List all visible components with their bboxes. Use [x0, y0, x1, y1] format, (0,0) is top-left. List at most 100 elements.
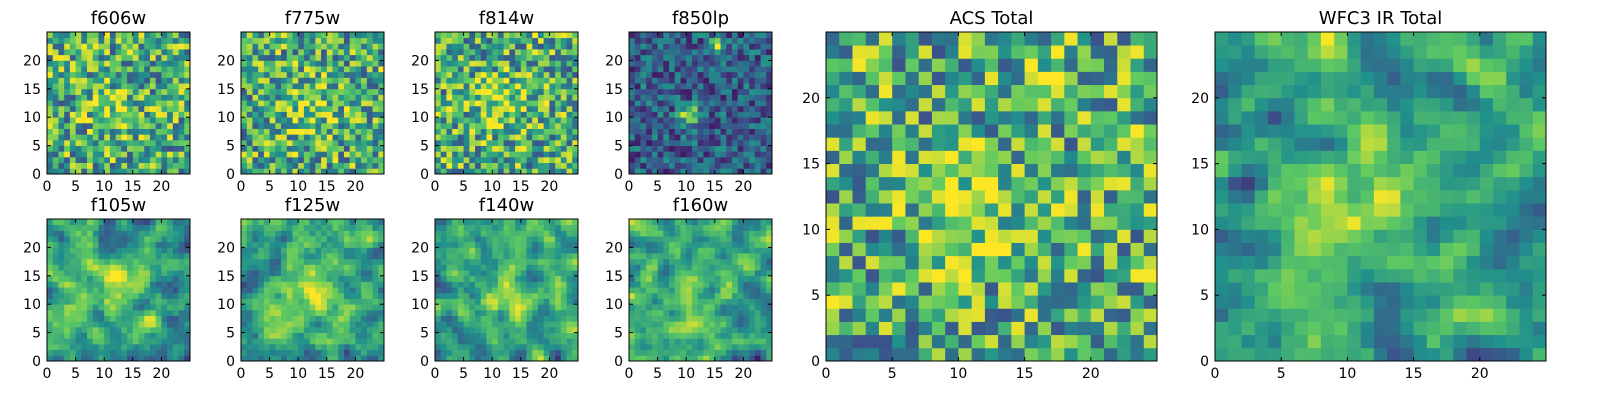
heatmap-cell	[121, 309, 128, 316]
heatmap-cell	[726, 281, 733, 288]
heatmap-cell	[315, 88, 322, 95]
heatmap-cell	[121, 122, 128, 129]
heatmap-cell	[697, 139, 704, 146]
heatmap-cell	[321, 292, 328, 299]
heatmap-cell	[326, 270, 333, 277]
x-tick-label: 10	[289, 366, 307, 382]
heatmap-cell	[555, 304, 562, 311]
heatmap-cell	[634, 134, 641, 141]
heatmap-cell	[503, 275, 510, 282]
heatmap-cell	[355, 162, 362, 169]
heatmap-cell	[749, 287, 756, 294]
heatmap-cell	[81, 168, 88, 175]
heatmap-cell	[241, 275, 248, 282]
heatmap-cell	[167, 162, 174, 169]
heatmap-cell	[184, 54, 191, 61]
heatmap-cell	[634, 54, 641, 61]
heatmap-cell	[309, 304, 316, 311]
heatmap-cell	[572, 253, 579, 260]
x-tick-label: 15	[512, 179, 530, 195]
heatmap-cell	[674, 343, 681, 351]
heatmap-cell	[509, 100, 516, 107]
heatmap-cell	[509, 230, 516, 237]
heatmap-cell	[184, 111, 191, 118]
heatmap-cell	[326, 60, 333, 67]
heatmap-cell	[303, 54, 311, 61]
heatmap-cell	[754, 83, 761, 90]
heatmap-cell	[726, 60, 733, 67]
heatmap-cell	[646, 355, 653, 362]
heatmap-cell	[69, 292, 76, 299]
heatmap-cell	[378, 287, 385, 294]
heatmap-cell	[127, 139, 134, 146]
heatmap-cell	[640, 326, 647, 333]
heatmap-cell	[720, 100, 727, 107]
heatmap-cell	[172, 326, 179, 333]
heatmap-cell	[161, 253, 168, 260]
heatmap-cell	[366, 270, 373, 277]
heatmap-cell	[81, 304, 88, 311]
heatmap-cell	[674, 292, 681, 299]
heatmap-cell	[714, 156, 721, 164]
heatmap-cell	[87, 287, 94, 294]
heatmap-cell	[440, 122, 447, 129]
heatmap-cell	[87, 326, 94, 333]
heatmap-cell	[543, 304, 550, 311]
heatmap-cell	[361, 100, 368, 107]
heatmap-cell	[258, 168, 265, 175]
heatmap-cell	[286, 100, 293, 107]
heatmap-cell	[132, 349, 139, 356]
heatmap-cell	[355, 156, 362, 164]
heatmap-cell	[537, 275, 545, 282]
heatmap-cell	[463, 88, 470, 95]
heatmap-cell	[269, 292, 276, 299]
heatmap-cell	[469, 117, 476, 124]
heatmap-cell	[543, 236, 550, 243]
heatmap-cell	[543, 156, 550, 164]
heatmap-cell	[315, 355, 322, 362]
heatmap-cell	[555, 66, 562, 73]
heatmap-cell	[457, 326, 464, 333]
heatmap-cell	[486, 37, 493, 44]
heatmap-cell	[75, 66, 82, 73]
heatmap-cell	[435, 241, 442, 248]
heatmap-cell	[138, 247, 145, 254]
heatmap-cell	[115, 77, 122, 84]
heatmap-cell	[366, 338, 373, 345]
heatmap-cell	[178, 145, 185, 152]
heatmap-cell	[720, 332, 727, 339]
heatmap-cell	[566, 236, 573, 243]
heatmap-cell	[526, 264, 533, 271]
heatmap-cell	[263, 292, 270, 299]
heatmap-cell	[87, 156, 94, 164]
heatmap-cell	[663, 139, 670, 146]
heatmap-cell	[298, 332, 305, 339]
heatmap-cell	[75, 253, 82, 260]
heatmap-cell	[69, 219, 76, 226]
heatmap-cell	[58, 105, 65, 112]
heatmap-cell	[435, 281, 442, 288]
heatmap-cell	[286, 37, 293, 44]
heatmap-cell	[172, 83, 179, 90]
heatmap-cell	[292, 321, 299, 328]
heatmap-cell	[537, 94, 545, 101]
heatmap-cell	[252, 326, 259, 333]
heatmap-cell	[515, 219, 522, 226]
x-tick-label: 15	[512, 366, 530, 382]
heatmap-cell	[691, 156, 699, 164]
heatmap-cell	[766, 60, 773, 67]
heatmap-cell	[87, 241, 94, 248]
heatmap-cell	[309, 338, 316, 345]
heatmap-cell	[98, 117, 105, 124]
heatmap-cell	[246, 298, 253, 305]
heatmap-cell	[457, 315, 464, 322]
heatmap-cell	[555, 94, 562, 101]
heatmap-cell	[161, 270, 168, 277]
heatmap-cell	[446, 128, 453, 135]
heatmap-cell	[452, 298, 459, 305]
heatmap-cell	[503, 309, 510, 316]
heatmap-cell	[674, 287, 681, 294]
heatmap-cell	[435, 139, 442, 146]
heatmap-cell	[149, 128, 157, 135]
heatmap-cell	[646, 32, 653, 39]
